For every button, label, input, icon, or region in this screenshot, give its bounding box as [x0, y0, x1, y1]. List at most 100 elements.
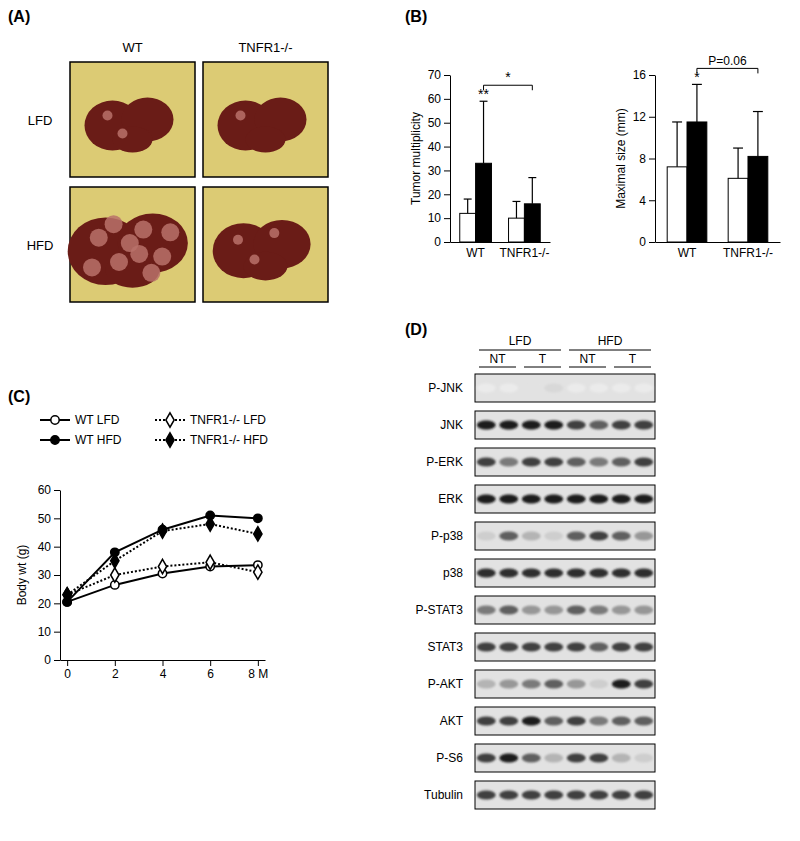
tick-group: 8 M — [248, 660, 268, 681]
marker — [254, 527, 262, 541]
axis-title: Body wt (g) — [15, 545, 29, 606]
band — [567, 680, 586, 689]
tick-label: 60 — [38, 483, 52, 497]
error-bar — [757, 112, 758, 157]
band — [477, 458, 496, 467]
tick — [649, 75, 655, 76]
plot-area — [667, 84, 768, 242]
blot-strip — [475, 596, 655, 624]
band — [589, 643, 608, 652]
blot-strip — [475, 559, 655, 587]
band — [499, 569, 518, 578]
error-cap — [672, 121, 682, 122]
tumor-nodule — [134, 221, 152, 239]
tick-group: 50 — [38, 512, 60, 526]
band — [499, 680, 518, 689]
band — [499, 717, 518, 726]
liver-lobe — [113, 127, 153, 153]
marker — [206, 517, 214, 531]
band — [612, 384, 631, 393]
tick — [649, 200, 655, 201]
tick — [649, 159, 655, 160]
axis: 010203040506070 — [428, 68, 451, 249]
photo-background — [203, 187, 328, 302]
tick-group: 50 — [428, 116, 450, 130]
bar — [509, 218, 525, 242]
tick-group: 0 — [639, 235, 655, 249]
blot-strip — [475, 411, 655, 439]
band — [544, 643, 563, 652]
group-label: HFD — [598, 334, 623, 348]
band — [589, 680, 608, 689]
tumor-nodule — [110, 253, 128, 271]
band — [522, 791, 541, 800]
band — [634, 680, 653, 689]
band — [477, 532, 496, 541]
band — [634, 791, 653, 800]
tick — [115, 660, 116, 666]
band — [499, 532, 518, 541]
tick-group: 10 — [38, 625, 60, 639]
tick-label: 8 M — [248, 667, 268, 681]
row-label: P-p38 — [431, 529, 463, 543]
tick — [210, 660, 211, 666]
blot-strip — [475, 633, 655, 661]
tick-label: 40 — [38, 540, 52, 554]
error-bar — [532, 178, 533, 204]
band — [634, 495, 653, 504]
band — [567, 569, 586, 578]
band — [477, 569, 496, 578]
band — [612, 532, 631, 541]
tumor-nodule — [236, 111, 246, 121]
tick — [649, 242, 655, 243]
bar-chart: 0481216WTTNFR1-/-Maximal size (mm)*P=0.0… — [614, 54, 781, 259]
band — [589, 717, 608, 726]
legend-label: WT LFD — [75, 413, 120, 427]
legend-label: TNFR1-/- HFD — [190, 433, 268, 447]
band — [589, 754, 608, 763]
tick-label: 40 — [428, 140, 442, 154]
tick-label: WT — [466, 246, 485, 260]
tick-label: 60 — [428, 92, 442, 106]
band — [589, 569, 608, 578]
band — [589, 421, 608, 430]
tumor-nodule — [161, 223, 179, 241]
band — [634, 458, 653, 467]
treatment-line — [524, 367, 561, 368]
tick — [444, 242, 450, 243]
photo-panel: WTTNFR1-/-LFDHFD — [27, 40, 328, 302]
band — [634, 717, 653, 726]
blot-strip — [475, 670, 655, 698]
row-label: p38 — [443, 566, 463, 580]
band — [567, 754, 586, 763]
marker — [206, 555, 214, 569]
band — [612, 643, 631, 652]
band — [499, 458, 518, 467]
band — [544, 680, 563, 689]
tumor-nodule — [103, 111, 113, 121]
bar — [524, 204, 540, 242]
band — [589, 458, 608, 467]
tick-group: 0 — [434, 235, 450, 249]
tick-label: 70 — [428, 68, 442, 82]
bar — [460, 213, 476, 242]
band — [612, 458, 631, 467]
band — [477, 495, 496, 504]
band — [522, 643, 541, 652]
bracket — [697, 68, 758, 73]
treatment-label: T — [539, 352, 547, 366]
axis-line — [450, 76, 451, 243]
treatment-label: NT — [580, 352, 597, 366]
legend-label: WT HFD — [75, 433, 122, 447]
band — [544, 754, 563, 763]
treatment-line — [569, 367, 606, 368]
tick-group: 20 — [38, 597, 60, 611]
band — [522, 606, 541, 615]
tick-label: 20 — [428, 188, 442, 202]
tumor-nodule — [233, 235, 243, 245]
tick-label: 6 — [207, 667, 214, 681]
panel-label: (B) — [405, 8, 427, 25]
error-cap — [528, 177, 536, 178]
marker — [254, 565, 262, 579]
band — [589, 495, 608, 504]
